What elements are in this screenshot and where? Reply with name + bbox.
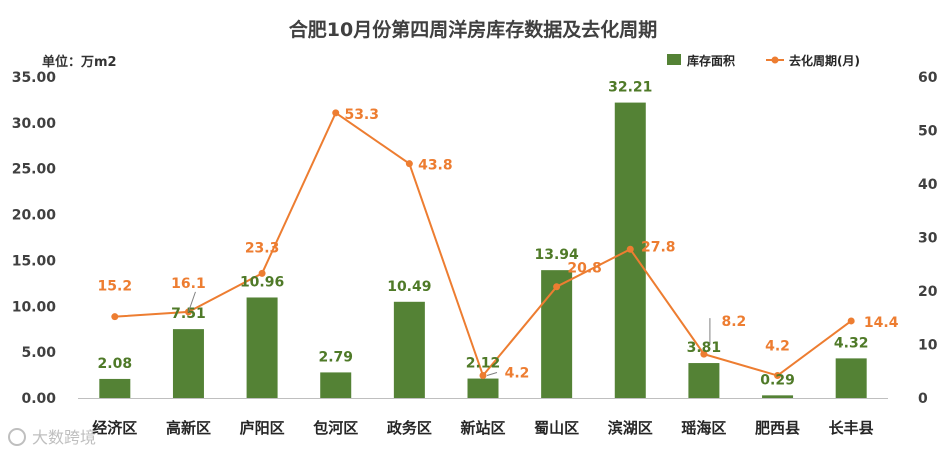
bar-value-label: 10.49 [387, 279, 431, 295]
bar [99, 378, 131, 398]
line-point [774, 372, 782, 380]
line-value-label: 16.1 [171, 276, 206, 292]
bar-value-label: 2.79 [318, 349, 353, 365]
bar-value-label: 10.96 [240, 274, 284, 290]
legend-line-label: 去化周期(月) [789, 53, 860, 68]
y-left-tick-label: 20.00 [12, 208, 57, 224]
category-label: 蜀山区 [534, 419, 579, 437]
unit-label: 单位：万m2 [42, 54, 117, 70]
bar [835, 358, 867, 398]
category-label: 新站区 [460, 419, 505, 437]
line-point [479, 372, 487, 380]
y-right-tick-label: 20 [918, 284, 938, 300]
legend-bar-swatch [667, 54, 681, 65]
bar [246, 297, 278, 398]
line-value-label: 4.2 [765, 339, 790, 355]
line-value-label: 4.2 [505, 366, 530, 382]
line-point [405, 160, 413, 168]
line-point [626, 245, 634, 253]
category-label: 经济区 [92, 419, 137, 437]
line-point [258, 269, 266, 277]
bar-series [99, 102, 867, 398]
y-right-tick-label: 10 [918, 338, 938, 354]
y-left-tick-label: 25.00 [12, 162, 57, 178]
watermark-text: 大数跨境 [32, 428, 96, 447]
label-leader-line [187, 291, 196, 313]
line-value-label: 43.8 [418, 158, 453, 174]
bar [320, 372, 352, 398]
line-value-label: 14.4 [864, 315, 899, 331]
category-label: 庐阳区 [240, 419, 285, 437]
bar-value-label: 2.08 [98, 356, 133, 372]
line-point [553, 283, 561, 291]
y-right-tick-label: 0 [918, 391, 928, 407]
line-series [111, 109, 855, 380]
category-label: 政务区 [387, 419, 432, 437]
chart-legend: 库存面积 去化周期(月) [667, 53, 860, 68]
category-label: 肥西县 [755, 419, 800, 437]
watermark: 大数跨境 [8, 428, 96, 447]
bar [762, 395, 794, 398]
legend-bar-label: 库存面积 [687, 53, 735, 68]
chart-axes: 0.00 5.00 10.00 15.00 20.00 25.00 30.00 35.00 0 1… [12, 70, 938, 407]
y-left-tick-label: 10.00 [12, 299, 57, 315]
bar-value-label: 3.81 [687, 340, 722, 356]
category-axis-labels: 经济区 高新区 庐阳区 包河区 政务区 新站区 蜀山区 滨湖区 瑶海区 肥西县 长丰县 [92, 419, 873, 437]
bar [688, 363, 720, 398]
bar-value-label: 32.21 [608, 80, 652, 96]
line-point [847, 317, 855, 325]
bar-value-label: 7.51 [171, 306, 206, 322]
line-value-label: 23.3 [245, 240, 280, 256]
y-left-tick-label: 30.00 [12, 116, 57, 132]
y-right-tick-label: 30 [918, 231, 938, 247]
bar [541, 270, 573, 398]
line-point [111, 313, 119, 321]
bar [393, 301, 425, 398]
line-point [332, 109, 340, 117]
line-value-label: 8.2 [722, 314, 747, 330]
label-leader-line [486, 372, 498, 377]
chart-title: 合肥10月份第四周洋房库存数据及去化周期 [289, 18, 657, 41]
y-right-tick-label: 40 [918, 177, 938, 193]
bar-value-label: 4.32 [834, 335, 869, 351]
watermark-logo-icon [8, 428, 26, 446]
bar-value-label: 0.29 [760, 372, 795, 388]
line-value-label: 15.2 [98, 279, 133, 295]
line-series-path [114, 111, 852, 378]
bar [467, 378, 499, 398]
line-value-label: 20.8 [567, 261, 602, 277]
category-label: 瑶海区 [681, 419, 726, 437]
y-left-tick-label: 5.00 [21, 345, 56, 361]
line-value-label: 53.3 [344, 107, 379, 123]
bar [172, 329, 204, 398]
y-left-tick-label: 35.00 [12, 70, 57, 86]
y-right-tick-label: 60 [918, 70, 938, 86]
line-value-label: 27.8 [641, 239, 676, 255]
y-right-tick-label: 50 [918, 124, 938, 140]
category-label: 高新区 [166, 419, 211, 437]
bar-value-label: 2.12 [466, 356, 501, 372]
y-left-tick-label: 15.00 [12, 253, 57, 269]
line-point [700, 350, 708, 358]
y-left-tick-label: 0.00 [21, 391, 56, 407]
category-label: 滨湖区 [608, 419, 653, 437]
legend-line-marker [771, 56, 779, 64]
data-labels: 2.08 7.51 10.96 2.79 10.49 2.12 13.94 32.21 3.81… [98, 80, 899, 389]
category-label: 长丰县 [829, 419, 874, 437]
bar-value-label: 13.94 [534, 247, 579, 263]
category-label: 包河区 [313, 419, 358, 437]
